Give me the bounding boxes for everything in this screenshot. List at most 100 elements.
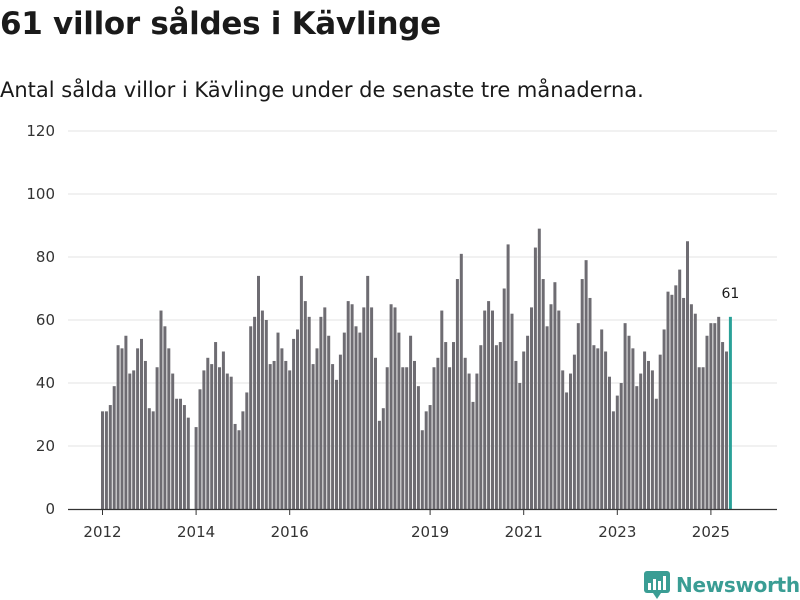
bar	[459, 253, 463, 509]
bars	[101, 228, 732, 510]
bar	[537, 228, 541, 509]
bar	[319, 316, 323, 509]
bar	[502, 288, 506, 509]
bar	[717, 316, 721, 509]
bar	[136, 348, 140, 509]
bar	[479, 345, 483, 509]
bar	[327, 335, 331, 509]
bar	[147, 408, 151, 509]
bar	[670, 294, 674, 509]
bar	[561, 370, 565, 509]
bar	[662, 329, 666, 509]
bar	[467, 373, 471, 509]
bar	[253, 316, 257, 509]
bar	[108, 405, 112, 509]
bar	[475, 373, 479, 509]
bar	[506, 244, 510, 509]
x-tick-label: 2023	[598, 523, 636, 541]
bar	[440, 310, 444, 509]
bar	[452, 342, 455, 509]
bar	[541, 279, 545, 509]
bar	[218, 367, 221, 509]
bar	[116, 345, 120, 509]
y-tick-label: 120	[26, 122, 55, 140]
bar	[658, 354, 662, 509]
bar	[225, 373, 229, 509]
bar	[284, 360, 288, 509]
bar	[514, 360, 518, 509]
bar	[588, 297, 592, 509]
bar	[167, 348, 171, 509]
bar	[385, 367, 389, 509]
bar	[303, 301, 307, 509]
bar	[518, 383, 522, 509]
bar	[572, 354, 576, 509]
bar	[526, 335, 530, 509]
bar	[592, 345, 596, 509]
bar	[549, 304, 553, 509]
y-tick-label: 80	[36, 248, 55, 266]
bar	[697, 367, 701, 509]
bar	[584, 260, 588, 509]
y-tick-label: 100	[26, 185, 55, 203]
bar	[315, 348, 319, 509]
bar	[487, 301, 491, 509]
bar	[206, 357, 210, 509]
bar	[358, 332, 362, 509]
bar	[389, 304, 393, 509]
bar	[151, 411, 155, 509]
bar	[338, 354, 342, 509]
bar	[436, 357, 440, 509]
bar	[229, 376, 233, 509]
bar	[288, 370, 292, 509]
bar	[264, 320, 268, 509]
bar	[401, 367, 405, 509]
bar	[674, 285, 678, 509]
bar	[709, 323, 713, 509]
bar	[163, 326, 167, 509]
bar	[272, 360, 276, 509]
bar	[112, 386, 116, 509]
bar	[455, 279, 459, 509]
bar	[210, 364, 214, 509]
bar	[569, 373, 572, 509]
bar	[424, 411, 428, 509]
bar	[615, 395, 619, 509]
bar	[335, 379, 338, 509]
bar	[128, 373, 132, 509]
bar	[104, 411, 108, 509]
bar	[545, 326, 549, 509]
bar	[553, 282, 557, 509]
bar	[323, 307, 327, 509]
bar	[342, 332, 346, 509]
bar	[101, 411, 104, 509]
bar	[186, 417, 190, 509]
bar	[307, 316, 311, 509]
bar	[237, 430, 241, 509]
bar	[580, 279, 584, 509]
bar	[409, 335, 413, 509]
bar	[221, 351, 225, 509]
bar	[416, 386, 420, 509]
chart-subtitle: Antal sålda villor i Kävlinge under de s…	[0, 78, 644, 102]
bar	[194, 427, 198, 509]
bar	[182, 405, 186, 509]
bar-highlight	[728, 316, 732, 509]
bar	[405, 367, 409, 509]
x-tick-label: 2014	[177, 523, 215, 541]
bar	[241, 411, 245, 509]
chart-title: 61 villor såldes i Kävlinge	[0, 6, 441, 42]
bar	[463, 357, 467, 509]
y-tick-label: 60	[36, 311, 55, 329]
bar	[510, 313, 514, 509]
bar	[120, 348, 124, 509]
bar	[159, 310, 163, 509]
bar	[245, 392, 249, 509]
bar	[444, 342, 448, 509]
bar	[693, 313, 697, 509]
bar	[650, 370, 654, 509]
bar	[397, 332, 401, 509]
bar	[721, 342, 725, 509]
bar	[635, 386, 639, 509]
